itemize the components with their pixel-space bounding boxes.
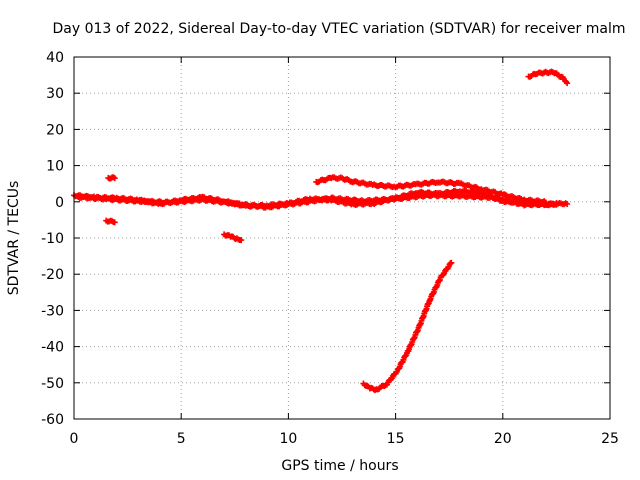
y-tick-label: -50 xyxy=(41,376,64,392)
y-tick-label: 20 xyxy=(46,122,64,138)
series-track-c xyxy=(313,174,549,206)
data-point xyxy=(111,219,118,226)
data-point xyxy=(564,80,571,87)
x-tick-label: 10 xyxy=(279,431,297,447)
y-tick-label: -10 xyxy=(41,231,64,247)
data-markers xyxy=(71,68,571,394)
data-point xyxy=(448,259,455,266)
chart-title: Day 013 of 2022, Sidereal Day-to-day VTE… xyxy=(53,21,626,37)
y-tick-label: 10 xyxy=(46,159,64,175)
x-tick-label: 15 xyxy=(387,431,405,447)
data-point xyxy=(542,199,549,206)
x-tick-label: 25 xyxy=(601,431,619,447)
x-tick-label: 0 xyxy=(70,431,79,447)
series-track-f xyxy=(221,231,245,244)
series-track-h xyxy=(360,259,455,394)
data-point xyxy=(111,175,118,182)
y-axis-label: SDTVAR / TECUs xyxy=(6,181,22,296)
axis-ticks: 0 5 10 15 20 25 -60 -50 -40 -30 -20 -10 0 10 20 30 40 xyxy=(41,50,619,447)
data-point xyxy=(553,200,560,207)
y-tick-label: 30 xyxy=(46,86,64,102)
series-track-d xyxy=(105,174,118,182)
series-track-g xyxy=(525,68,571,87)
x-tick-label: 5 xyxy=(177,431,186,447)
series-track-e xyxy=(103,217,118,226)
y-tick-label: -40 xyxy=(41,340,64,356)
x-tick-label: 20 xyxy=(494,431,512,447)
y-tick-label: -20 xyxy=(41,267,64,283)
x-axis-label: GPS time / hours xyxy=(281,458,398,474)
data-point xyxy=(564,200,571,207)
grid-lines xyxy=(74,57,610,419)
y-tick-label: 0 xyxy=(55,195,64,211)
data-point xyxy=(238,237,245,244)
y-tick-label: -60 xyxy=(41,412,64,428)
y-tick-label: 40 xyxy=(46,50,64,66)
y-tick-label: -30 xyxy=(41,303,64,319)
